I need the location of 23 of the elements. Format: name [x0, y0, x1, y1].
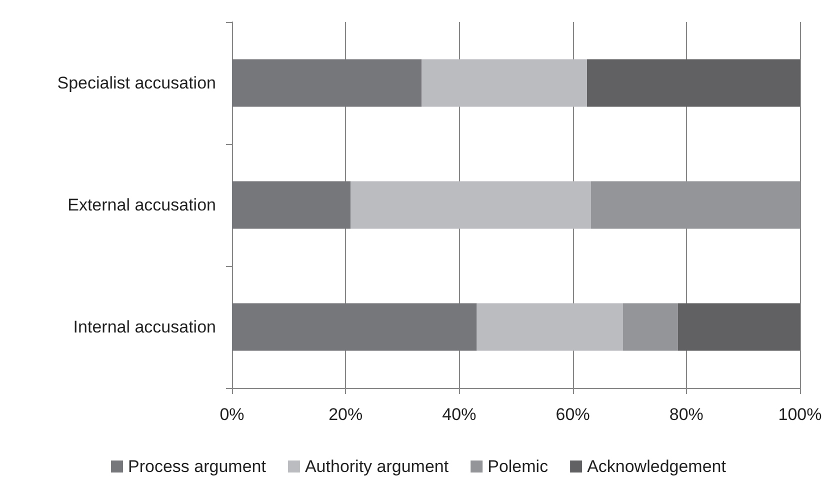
legend-label: Process argument	[128, 457, 266, 476]
bar	[622, 303, 678, 351]
x-tick-label: 40%	[442, 405, 476, 424]
x-tick-label: 20%	[328, 405, 363, 424]
x-tick-label: 80%	[669, 405, 704, 424]
bar	[350, 181, 591, 229]
bar	[476, 303, 623, 351]
y-tick-label: Specialist accusation	[57, 74, 216, 92]
bar	[232, 59, 422, 107]
legend-label: Polemic	[488, 457, 549, 476]
x-tick-label: 60%	[556, 405, 590, 424]
x-tick-label: 100%	[778, 405, 822, 424]
bar	[678, 303, 800, 351]
y-tick-label: External accusation	[68, 196, 216, 214]
y-tick-label: Internal accusation	[73, 318, 216, 336]
bar	[232, 181, 351, 229]
x-tick-label: 0%	[220, 405, 244, 424]
bar	[422, 59, 587, 107]
legend-label: Acknowledgement	[587, 457, 726, 476]
bar	[590, 181, 800, 229]
bar	[232, 303, 477, 351]
legend-label: Authority argument	[304, 457, 449, 476]
bar	[587, 59, 800, 107]
